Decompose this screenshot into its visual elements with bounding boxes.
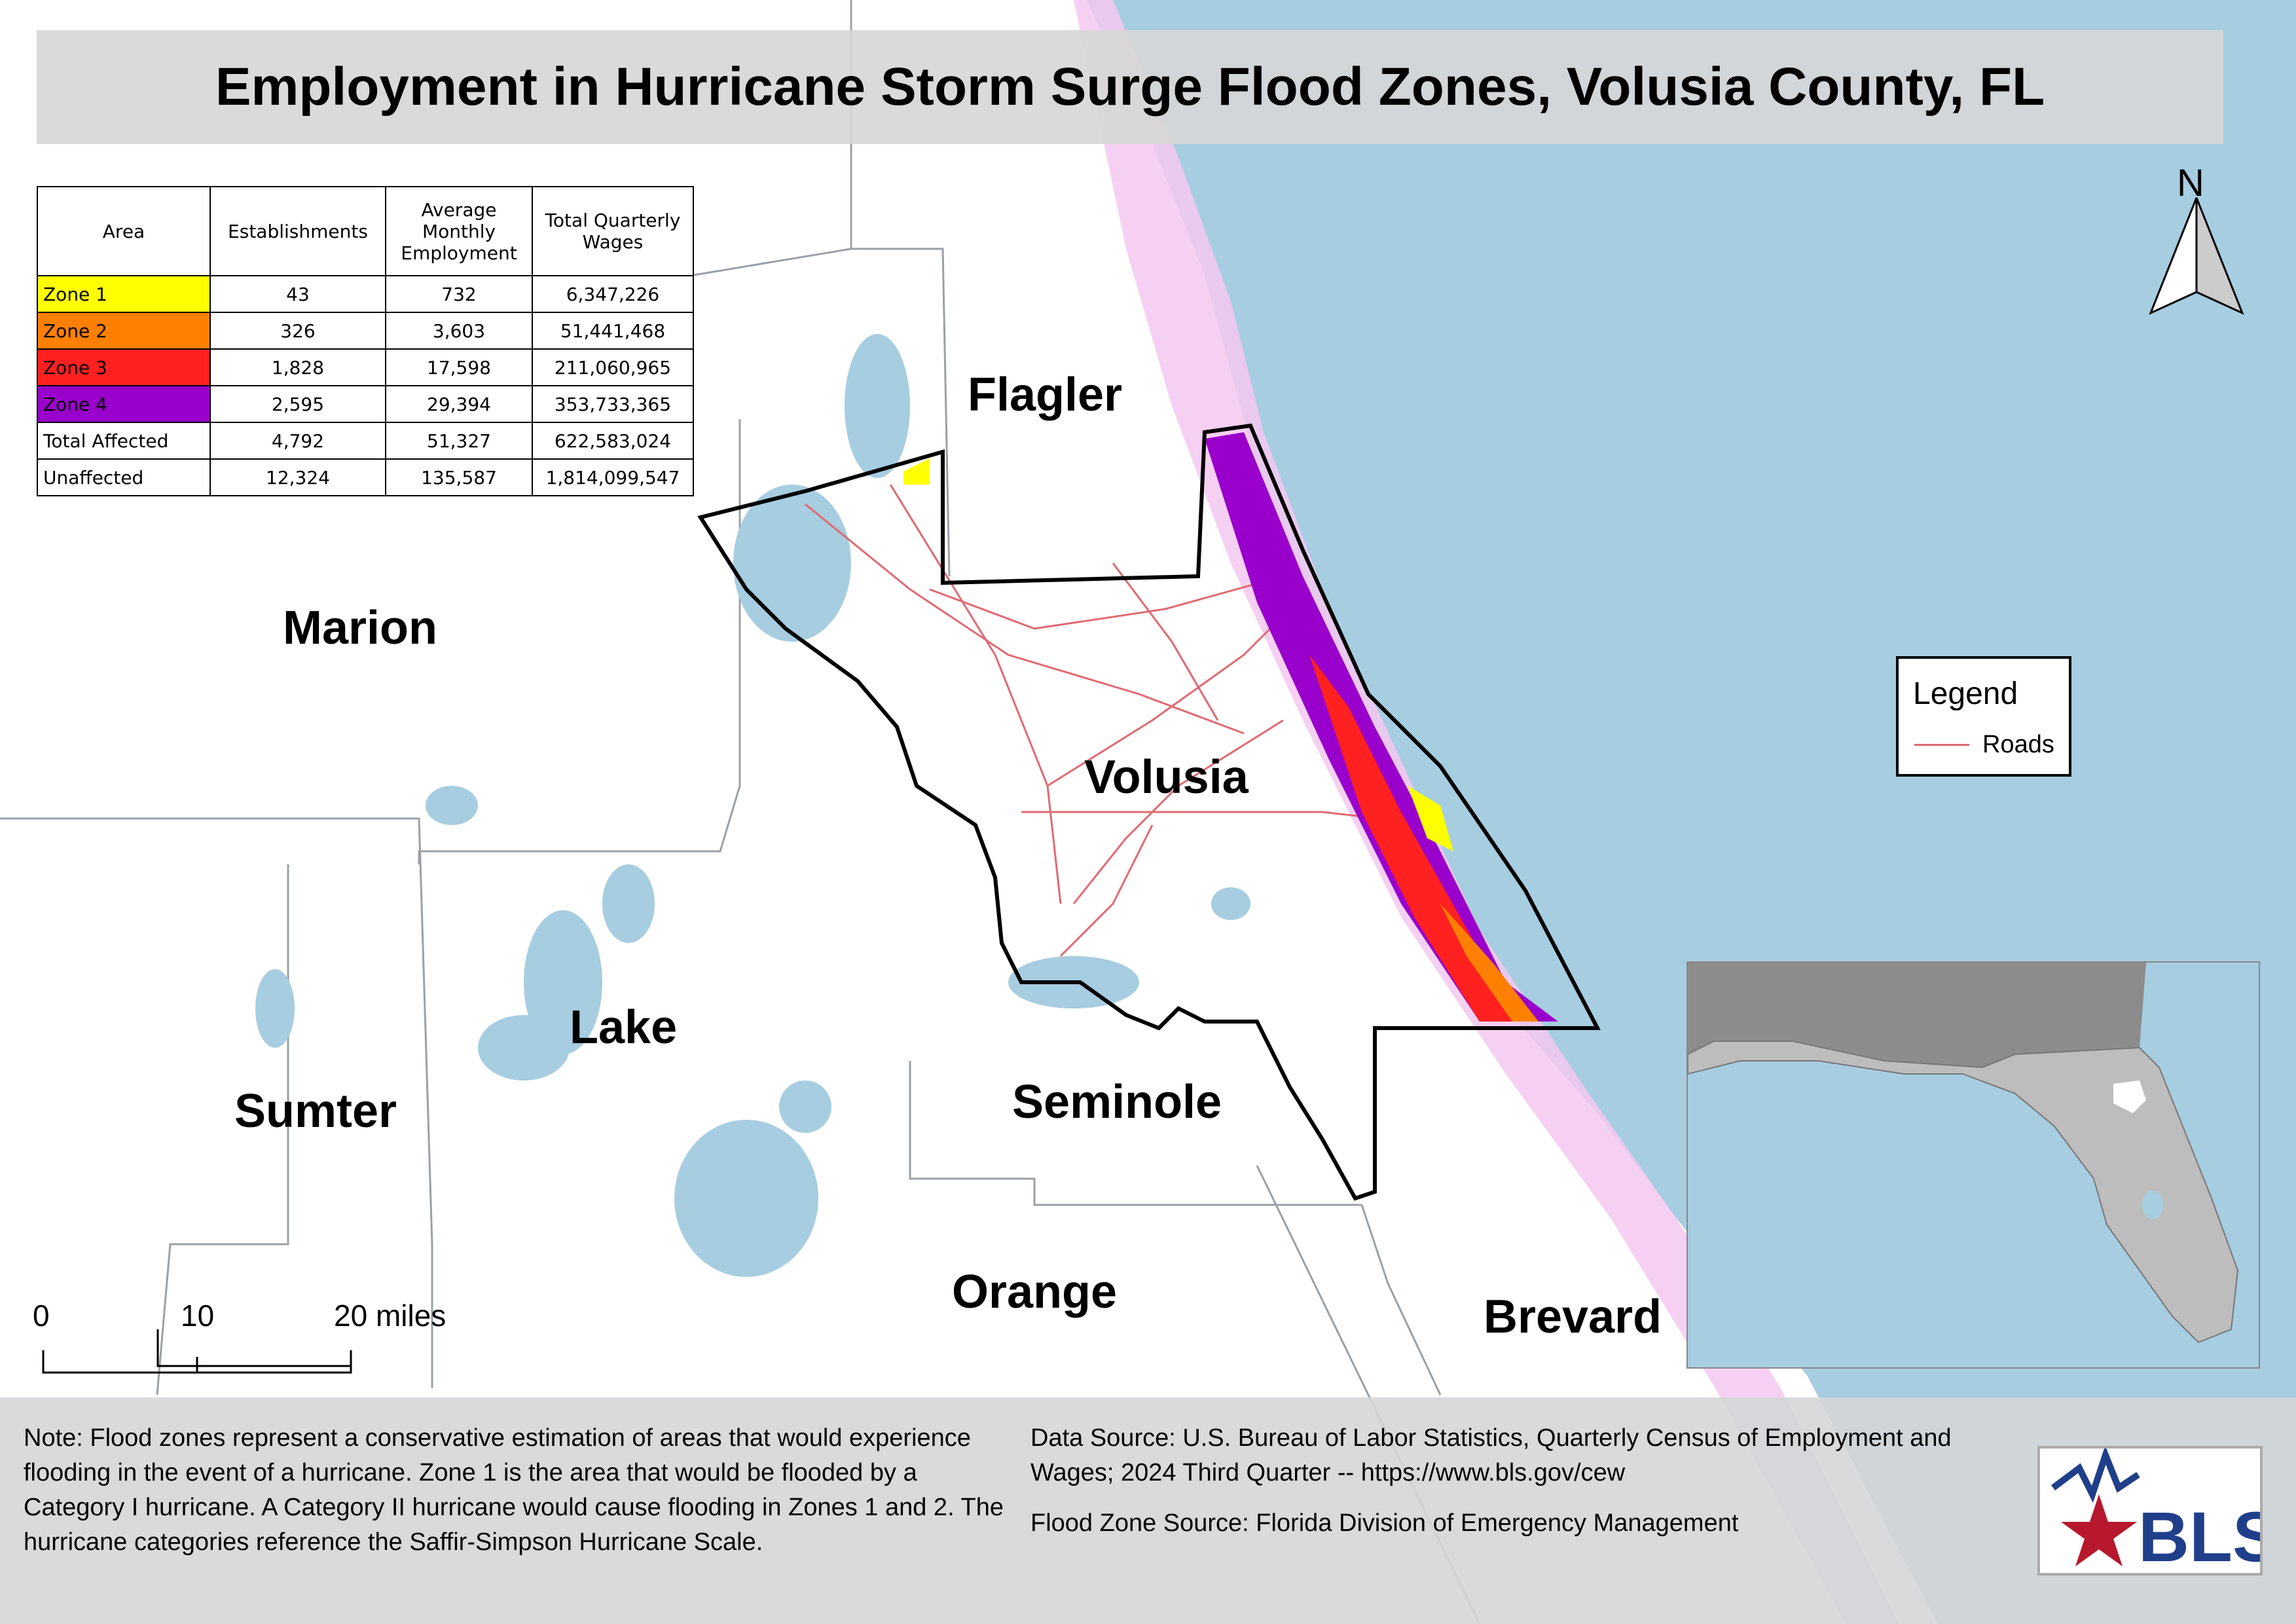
county-label-volusia: Volusia (1084, 751, 1248, 803)
volusia-outline (697, 423, 1601, 1201)
data-source-text: Data Source: U.S. Bureau of Labor Statis… (1030, 1424, 1952, 1486)
wages-cell: 211,060,965 (532, 348, 694, 386)
area-cell: Unaffected (37, 458, 211, 496)
establishments-cell: 4,792 (210, 422, 386, 460)
county-label-flagler: Flagler (968, 369, 1123, 421)
header-employment: Average Monthly Employment (385, 186, 533, 276)
footer-panel (0, 1397, 2296, 1624)
flood-zone-3 (1309, 655, 1519, 1022)
employment-cell: 135,587 (385, 458, 533, 496)
employment-cell: 17,598 (385, 348, 533, 386)
flood-source-text: Flood Zone Source: Florida Division of E… (1030, 1509, 1739, 1537)
scale-label-20: 20 miles (334, 1299, 446, 1333)
header-area: Area (37, 186, 211, 276)
roads (805, 484, 1441, 957)
table-row: Zone 4 2,595 29,394 353,733,365 (37, 385, 694, 423)
establishments-cell: 326 (210, 312, 386, 350)
area-cell: Zone 2 (37, 312, 211, 350)
header-wages: Total Quarterly Wages (532, 186, 694, 276)
establishments-cell: 1,828 (210, 348, 386, 386)
area-cell: Zone 3 (37, 348, 211, 386)
table-row: Zone 2 326 3,603 51,441,468 (37, 312, 694, 350)
establishments-cell: 2,595 (210, 385, 386, 423)
lakes (255, 334, 1250, 1277)
header-establishments: Establishments (210, 186, 386, 276)
scale-label-10: 10 (181, 1299, 215, 1333)
sources: Data Source: U.S. Bureau of Labor Statis… (1030, 1421, 2032, 1541)
table-row: Zone 3 1,828 17,598 211,060,965 (37, 348, 694, 386)
title-bar: Employment in Hurricane Storm Surge Floo… (37, 30, 2223, 144)
county-label-lake: Lake (570, 1001, 678, 1054)
bls-logo-text: BLS (2138, 1497, 2260, 1573)
table-row: Unaffected 12,324 135,587 1,814,099,547 (37, 458, 694, 496)
county-label-orange: Orange (952, 1266, 1118, 1318)
legend: Legend Roads (1896, 656, 2071, 777)
bls-logo: BLS (2037, 1445, 2280, 1576)
scale-label-0: 0 (33, 1299, 50, 1333)
flood-zones (903, 432, 1558, 1022)
county-label-seminole: Seminole (1012, 1076, 1222, 1128)
area-cell: Zone 4 (37, 385, 211, 423)
area-cell: Total Affected (37, 422, 211, 460)
north-arrow (2149, 197, 2244, 315)
bls-logo-mark: BLS (2051, 1445, 2280, 1576)
inset-locator-map (1686, 961, 2260, 1369)
flood-zone-note: Note: Flood zones represent a conservati… (24, 1424, 1004, 1556)
wages-cell: 51,441,468 (532, 312, 694, 350)
employment-cell: 3,603 (385, 312, 533, 350)
establishments-cell: 43 (210, 275, 386, 313)
county-label-sumter: Sumter (234, 1085, 397, 1137)
north-label: N (2177, 162, 2204, 204)
roads-legend-label: Roads (1982, 731, 2054, 758)
table-header-row: Area Establishments Average Monthly Empl… (37, 186, 694, 276)
wages-cell: 622,583,024 (532, 422, 694, 460)
scale-bar (42, 1329, 352, 1374)
wages-cell: 353,733,365 (532, 385, 694, 423)
employment-cell: 29,394 (385, 385, 533, 423)
table-row: Zone 1 43 732 6,347,226 (37, 275, 694, 313)
county-label-brevard: Brevard (1484, 1291, 1662, 1343)
table-row: Total Affected 4,792 51,327 622,583,024 (37, 422, 694, 460)
employment-table: Area Establishments Average Monthly Empl… (37, 186, 694, 496)
establishments-cell: 12,324 (210, 458, 386, 496)
legend-title: Legend (1913, 676, 2018, 711)
map-title: Employment in Hurricane Storm Surge Floo… (215, 57, 2045, 117)
flood-zone-2 (1440, 904, 1539, 1022)
roads-legend-line (1914, 744, 1969, 746)
area-cell: Zone 1 (37, 275, 211, 313)
employment-cell: 732 (385, 275, 533, 313)
county-label-marion: Marion (283, 602, 438, 654)
wages-cell: 1,814,099,547 (532, 458, 694, 496)
wages-cell: 6,347,226 (532, 275, 694, 313)
flood-zone-4 (1205, 432, 1558, 1022)
employment-cell: 51,327 (385, 422, 533, 460)
